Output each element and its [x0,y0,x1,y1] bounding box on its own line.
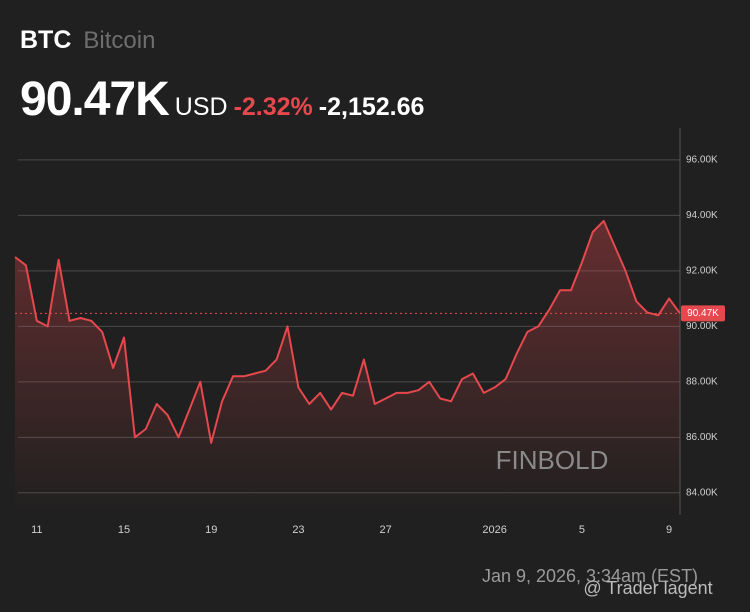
y-tick-label: 88.00K [686,376,718,387]
header-top: BTC Bitcoin [20,26,155,55]
price: 90.47K [20,73,170,126]
asset-name: Bitcoin [83,27,156,54]
header-price: 90.47K USD -2.32% -2,152.66 [20,72,424,127]
x-tick-label: 9 [666,524,672,536]
y-tick-label: 94.00K [686,210,718,221]
y-tick-label: 92.00K [686,266,718,277]
y-tick-label: 90.00K [686,321,718,332]
area [15,220,680,515]
change-percent: -2.32% [233,93,313,121]
last-price-label: 90.47K [687,308,719,319]
symbol: BTC [20,26,72,54]
currency: USD [174,93,228,121]
x-tick-label: 23 [292,524,304,536]
x-tick-label: 27 [380,524,392,536]
watermark: FINBOLD [496,445,609,475]
price-line [14,219,681,444]
x-tick-label: 19 [205,524,217,536]
last-price-tag [681,305,725,322]
y-tick-label: 96.00K [686,155,718,166]
y-tick-label: 86.00K [686,432,718,443]
x-tick-label: 15 [118,524,130,536]
change: -2,152.66 [318,93,425,121]
timestamp: Jan 9, 2026, 3:34am (EST) [482,566,698,586]
credit: @ Trader lagent [583,578,712,598]
x-tick-label: 11 [31,524,42,536]
y-tick-label: 84.00K [686,487,718,498]
x-tick-label: 5 [579,524,585,536]
x-tick-label: 2026 [482,524,506,536]
